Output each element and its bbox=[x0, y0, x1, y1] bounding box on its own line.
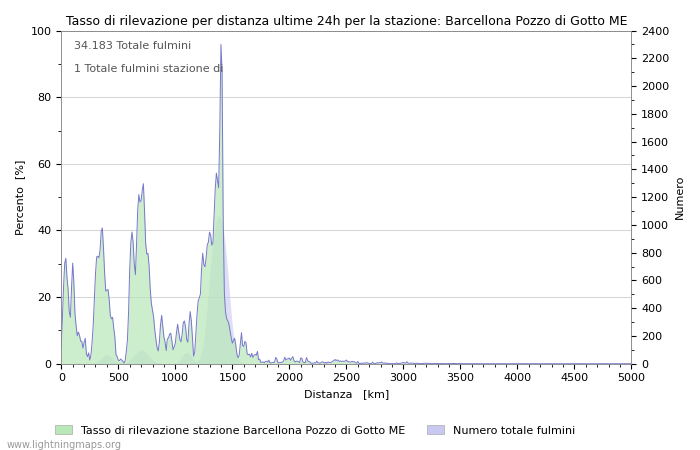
X-axis label: Distanza   [km]: Distanza [km] bbox=[304, 389, 389, 399]
Title: Tasso di rilevazione per distanza ultime 24h per la stazione: Barcellona Pozzo d: Tasso di rilevazione per distanza ultime… bbox=[66, 15, 627, 28]
Text: www.lightningmaps.org: www.lightningmaps.org bbox=[7, 440, 122, 450]
Text: 34.183 Totale fulmini: 34.183 Totale fulmini bbox=[74, 40, 191, 50]
Y-axis label: Percento  [%]: Percento [%] bbox=[15, 159, 25, 235]
Y-axis label: Numero: Numero bbox=[675, 175, 685, 219]
Legend: Tasso di rilevazione stazione Barcellona Pozzo di Gotto ME, Numero totale fulmin: Tasso di rilevazione stazione Barcellona… bbox=[50, 421, 580, 440]
Text: 1 Totale fulmini stazione di: 1 Totale fulmini stazione di bbox=[74, 64, 223, 74]
